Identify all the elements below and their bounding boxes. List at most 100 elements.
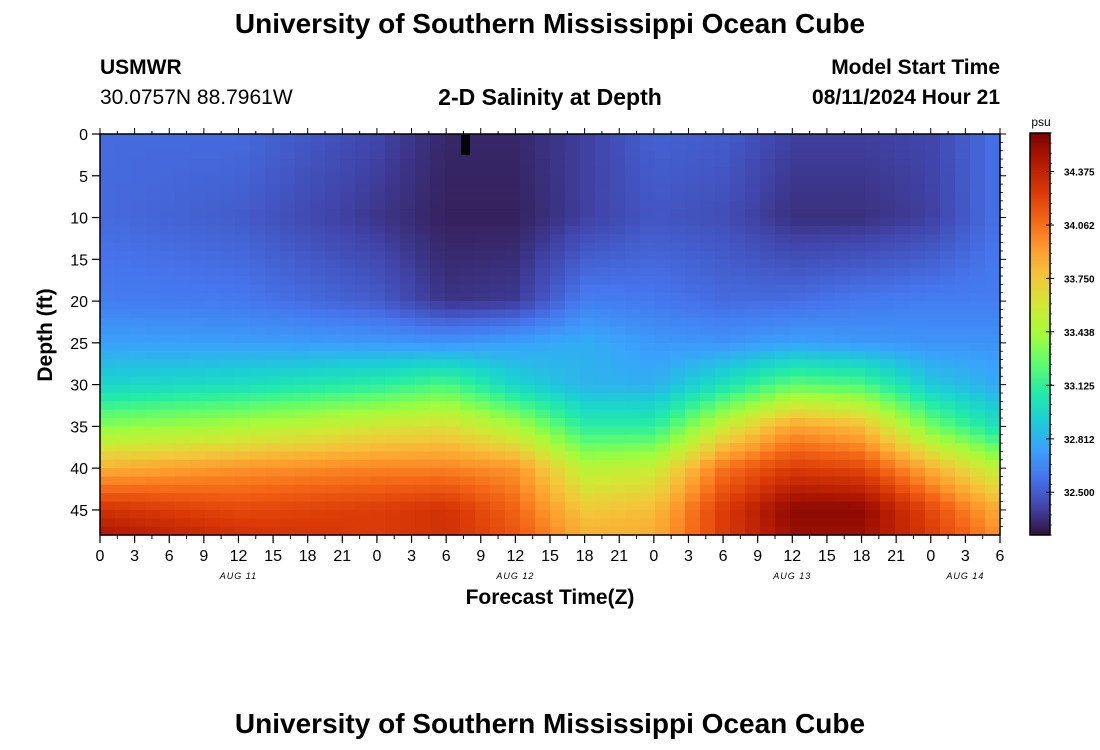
- heatmap-cell: [325, 301, 341, 311]
- heatmap-cell: [970, 184, 986, 194]
- heatmap-cell: [145, 276, 161, 285]
- heatmap-cell: [925, 159, 941, 169]
- heatmap-cell: [505, 451, 521, 461]
- heatmap-cell: [325, 426, 341, 436]
- heatmap-cell: [715, 401, 731, 411]
- heatmap-cell: [505, 367, 521, 377]
- heatmap-cell: [730, 351, 746, 361]
- heatmap-cell: [940, 234, 956, 244]
- heatmap-cell: [700, 334, 716, 344]
- heatmap-cell: [160, 217, 176, 227]
- heatmap-cell: [460, 351, 476, 361]
- heatmap-cell: [805, 134, 821, 143]
- x-tick-label: 6: [996, 548, 1005, 565]
- heatmap-cell: [655, 367, 671, 377]
- heatmap-cell: [310, 142, 326, 152]
- heatmap-cell: [820, 242, 836, 252]
- heatmap-cell: [805, 317, 821, 327]
- heatmap-cell: [790, 284, 806, 294]
- heatmap-cell: [880, 150, 896, 160]
- heatmap-cell: [970, 501, 986, 511]
- heatmap-cell: [655, 267, 671, 277]
- heatmap-cell: [415, 159, 431, 169]
- heatmap-cell: [370, 234, 386, 244]
- heatmap-cell: [220, 309, 236, 319]
- heatmap-cell: [475, 267, 491, 277]
- heatmap-cell: [625, 209, 641, 219]
- heatmap-cell: [565, 451, 581, 461]
- heatmap-cell: [565, 200, 581, 210]
- heatmap-cell: [355, 451, 371, 461]
- heatmap-cell: [505, 476, 521, 486]
- heatmap-cell: [460, 426, 476, 436]
- heatmap-cell: [760, 401, 776, 411]
- heatmap-cell: [415, 259, 431, 269]
- heatmap-cell: [910, 426, 926, 436]
- heatmap-cell: [760, 225, 776, 235]
- heatmap-cell: [475, 159, 491, 169]
- heatmap-cell: [700, 200, 716, 210]
- heatmap-cell: [205, 167, 221, 177]
- heatmap-cell: [790, 334, 806, 344]
- heatmap-cell: [520, 317, 536, 327]
- heatmap-cell: [295, 484, 311, 494]
- heatmap-cell: [490, 167, 506, 177]
- heatmap-cell: [535, 418, 551, 427]
- heatmap-cell: [910, 468, 926, 478]
- heatmap-cell: [640, 434, 656, 444]
- heatmap-cell: [355, 317, 371, 327]
- heatmap-cell: [640, 376, 656, 386]
- heatmap-cell: [685, 426, 701, 436]
- heatmap-cell: [340, 184, 356, 194]
- heatmap-cell: [760, 392, 776, 402]
- heatmap-cell: [745, 468, 761, 478]
- heatmap-cell: [430, 443, 446, 453]
- heatmap-cell: [295, 476, 311, 486]
- heatmap-cell: [985, 184, 1001, 194]
- heatmap-cell: [910, 184, 926, 194]
- heatmap-cell: [700, 175, 716, 185]
- heatmap-cell: [175, 526, 191, 536]
- heatmap-cell: [715, 134, 731, 143]
- heatmap-cell: [970, 292, 986, 302]
- heatmap-cell: [325, 250, 341, 260]
- heatmap-cell: [535, 242, 551, 252]
- heatmap-cell: [715, 509, 731, 519]
- heatmap-cell: [355, 234, 371, 244]
- heatmap-cell: [280, 309, 296, 319]
- heatmap-cell: [985, 367, 1001, 377]
- heatmap-cell: [730, 259, 746, 269]
- heatmap-cell: [670, 159, 686, 169]
- heatmap-cell: [325, 150, 341, 160]
- heatmap-cell: [715, 175, 731, 185]
- heatmap-cell: [295, 434, 311, 444]
- heatmap-cell: [745, 167, 761, 177]
- heatmap-cell: [250, 292, 266, 302]
- heatmap-cell: [250, 426, 266, 436]
- heatmap-cell: [880, 284, 896, 294]
- heatmap-cell: [475, 409, 491, 419]
- heatmap-cell: [115, 426, 131, 436]
- heatmap-cell: [490, 292, 506, 302]
- heatmap-cell: [505, 459, 521, 469]
- heatmap-cell: [175, 392, 191, 402]
- heatmap-cell: [925, 167, 941, 177]
- heatmap-cell: [490, 526, 506, 536]
- heatmap-cell: [595, 250, 611, 260]
- heatmap-cell: [490, 192, 506, 202]
- heatmap-cell: [715, 493, 731, 503]
- heatmap-cell: [775, 359, 791, 369]
- heatmap-cell: [820, 451, 836, 461]
- heatmap-cell: [895, 359, 911, 369]
- heatmap-cell: [310, 209, 326, 219]
- heatmap-cell: [235, 317, 251, 327]
- heatmap-cell: [460, 217, 476, 227]
- heatmap-cell: [145, 175, 161, 185]
- heatmap-cell: [190, 484, 206, 494]
- heatmap-cell: [520, 518, 536, 528]
- heatmap-cell: [175, 276, 191, 285]
- heatmap-cell: [325, 434, 341, 444]
- heatmap-cell: [580, 175, 596, 185]
- heatmap-cell: [160, 250, 176, 260]
- heatmap-cell: [655, 200, 671, 210]
